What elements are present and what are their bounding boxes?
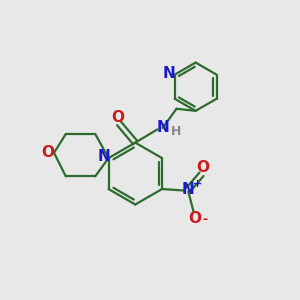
Text: O: O — [188, 211, 202, 226]
Text: O: O — [111, 110, 124, 124]
Text: N: N — [163, 66, 176, 81]
Text: N: N — [156, 119, 169, 134]
Text: +: + — [193, 179, 202, 189]
Text: N: N — [98, 149, 110, 164]
Text: O: O — [196, 160, 209, 175]
Text: H: H — [170, 125, 181, 138]
Text: O: O — [41, 145, 54, 160]
Text: N: N — [182, 182, 195, 197]
Text: -: - — [202, 213, 207, 226]
